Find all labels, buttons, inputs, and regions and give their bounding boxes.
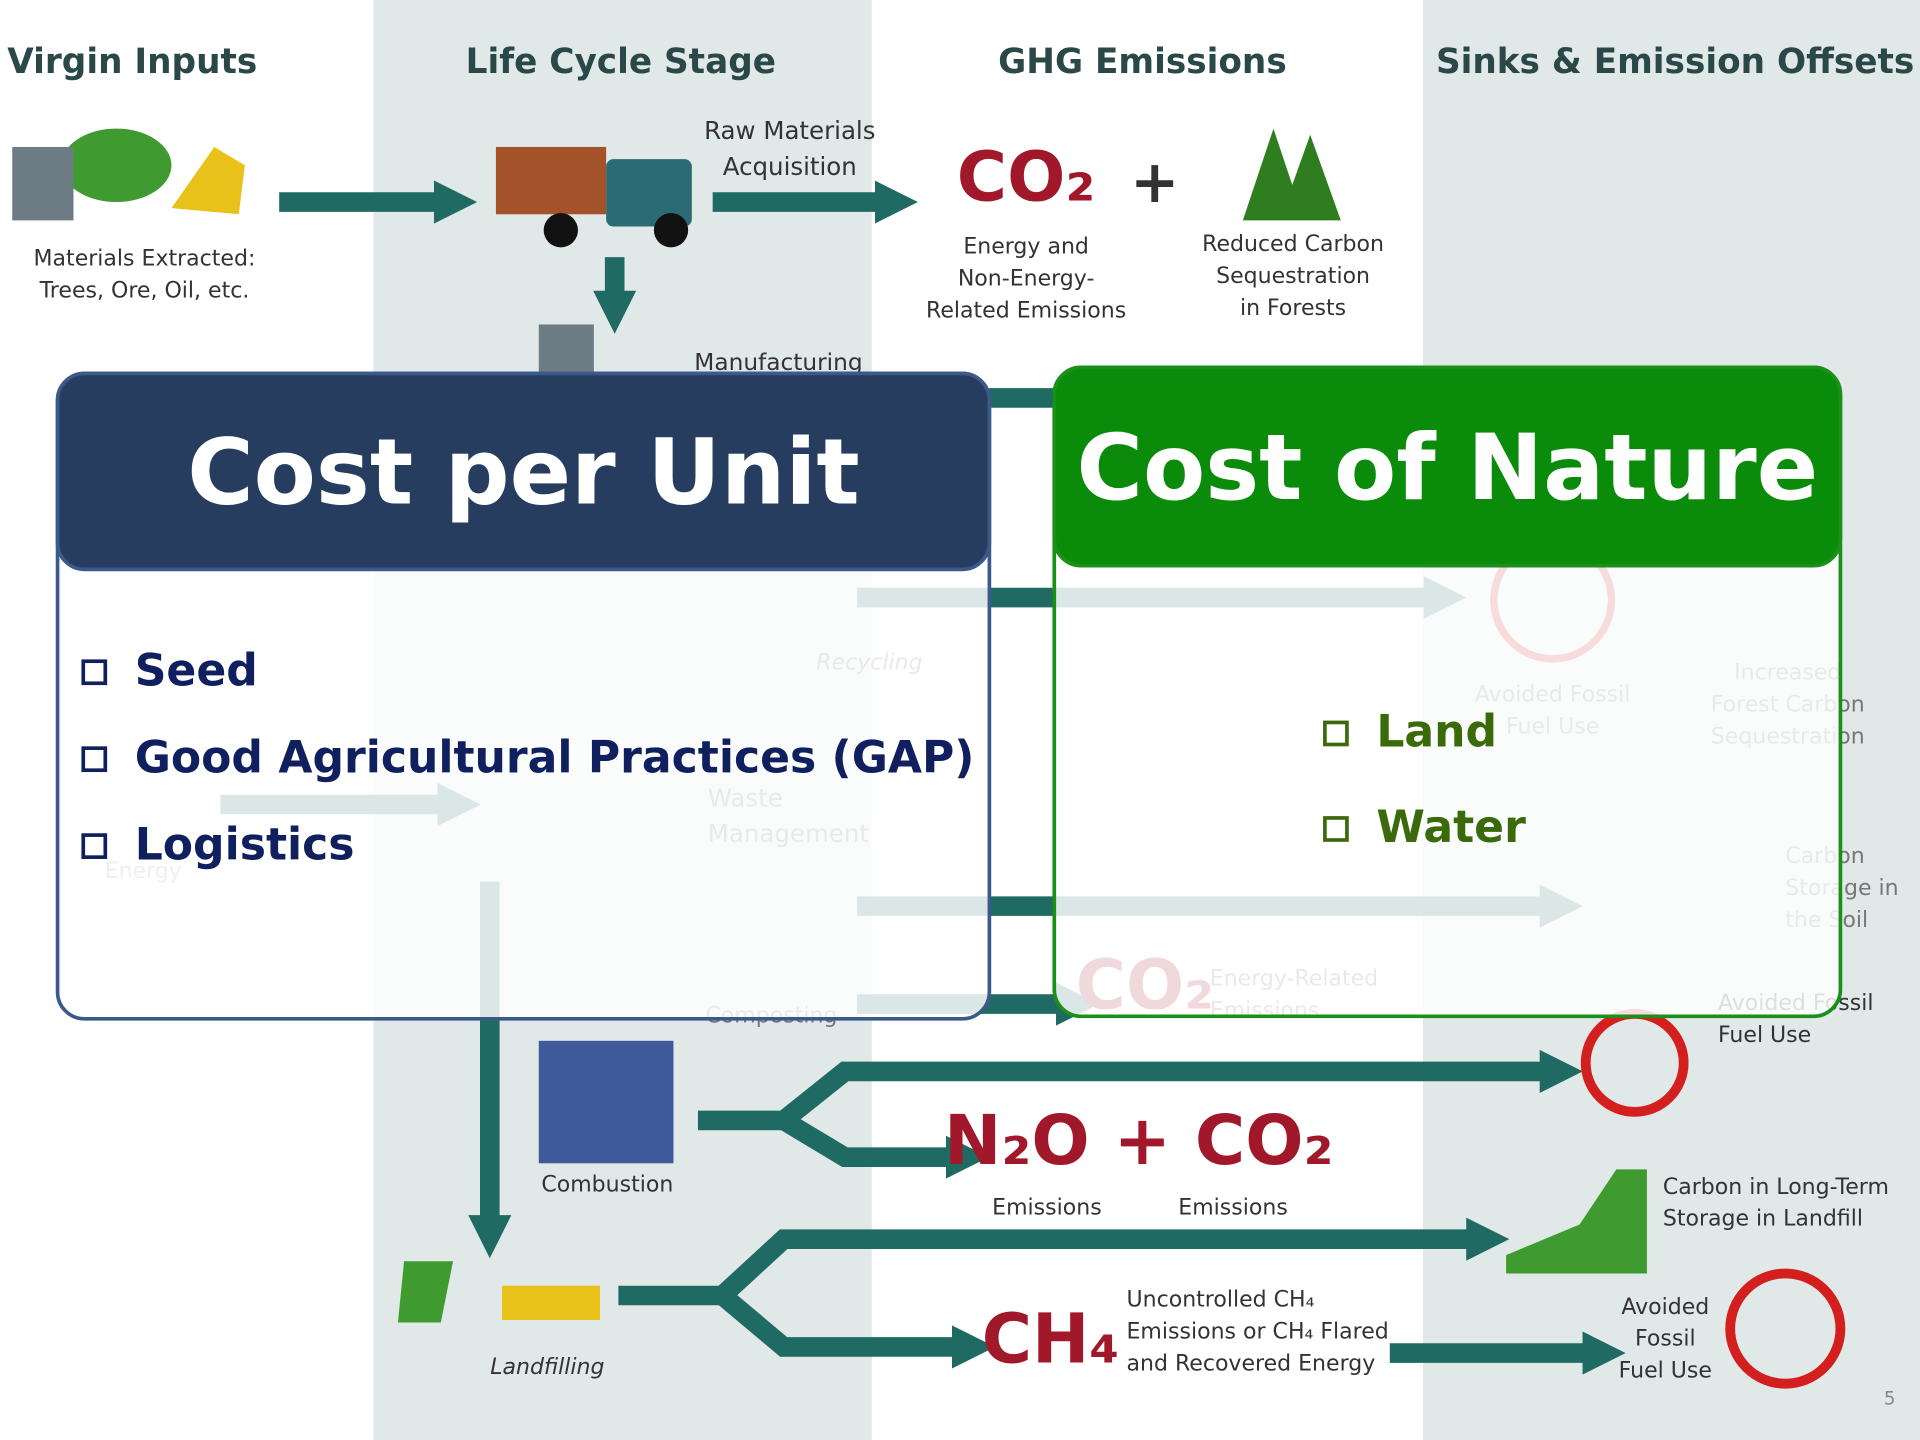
diagram-label: CH₄ <box>982 1299 1120 1379</box>
panel-item: Logistics <box>135 819 355 870</box>
diagram-label: and Recovered Energy <box>1127 1351 1376 1376</box>
diagram-label: Raw Materials <box>704 116 875 145</box>
panel-item: Seed <box>135 645 258 696</box>
diagram-label: Avoided <box>1621 1295 1709 1320</box>
diagram-label: N₂O + CO₂ <box>944 1101 1334 1181</box>
panel-title: Cost of Nature <box>1077 416 1819 521</box>
diagram-label: Fuel Use <box>1619 1359 1712 1384</box>
diagram-label: Sequestration <box>1216 264 1370 289</box>
panel-item: Good Agricultural Practices (GAP) <box>135 732 975 783</box>
diagram-label: Reduced Carbon <box>1202 232 1384 257</box>
diagram-label: Energy and <box>963 234 1089 259</box>
panels: Cost per Unit Seed Good Agricultural Pract… <box>58 367 1841 1018</box>
slide: Virgin Inputs Life Cycle Stage GHG Emissio… <box>0 0 1920 1440</box>
diagram-label: Related Emissions <box>926 298 1126 323</box>
diagram-label: Storage in Landfill <box>1663 1207 1863 1232</box>
diagram-label: + <box>1130 147 1179 216</box>
panel-item: Land <box>1376 707 1497 758</box>
diagram-label: Landfilling <box>490 1355 604 1380</box>
page-number: 5 <box>1884 1389 1896 1410</box>
diagram-label: Fuel Use <box>1718 1023 1811 1048</box>
diagram-label: Combustion <box>541 1172 673 1197</box>
diagram-label: Emissions <box>1178 1196 1288 1221</box>
diagram-label: Emissions or CH₄ Flared <box>1127 1319 1389 1344</box>
diagram-label: Uncontrolled CH₄ <box>1127 1287 1315 1312</box>
diagram-label: Acquisition <box>723 152 857 181</box>
diagram-label: Trees, Ore, Oil, etc. <box>39 279 250 304</box>
panel-title: Cost per Unit <box>187 421 860 526</box>
diagram-label: Fossil <box>1635 1327 1696 1352</box>
diagram-label: Materials Extracted: <box>34 247 256 272</box>
column-header: Life Cycle Stage <box>466 42 776 82</box>
diagram-label: Non-Energy- <box>958 266 1095 291</box>
diagram-label: CO₂ <box>957 137 1096 217</box>
column-header: Sinks & Emission Offsets <box>1436 42 1914 82</box>
diagram-label: Emissions <box>992 1196 1102 1221</box>
panel-item: Water <box>1376 802 1526 853</box>
diagram-label: Carbon in Long-Term <box>1663 1175 1889 1200</box>
diagram-label: in Forests <box>1240 296 1346 321</box>
column-header: Virgin Inputs <box>7 42 257 82</box>
column-header: GHG Emissions <box>998 42 1287 82</box>
